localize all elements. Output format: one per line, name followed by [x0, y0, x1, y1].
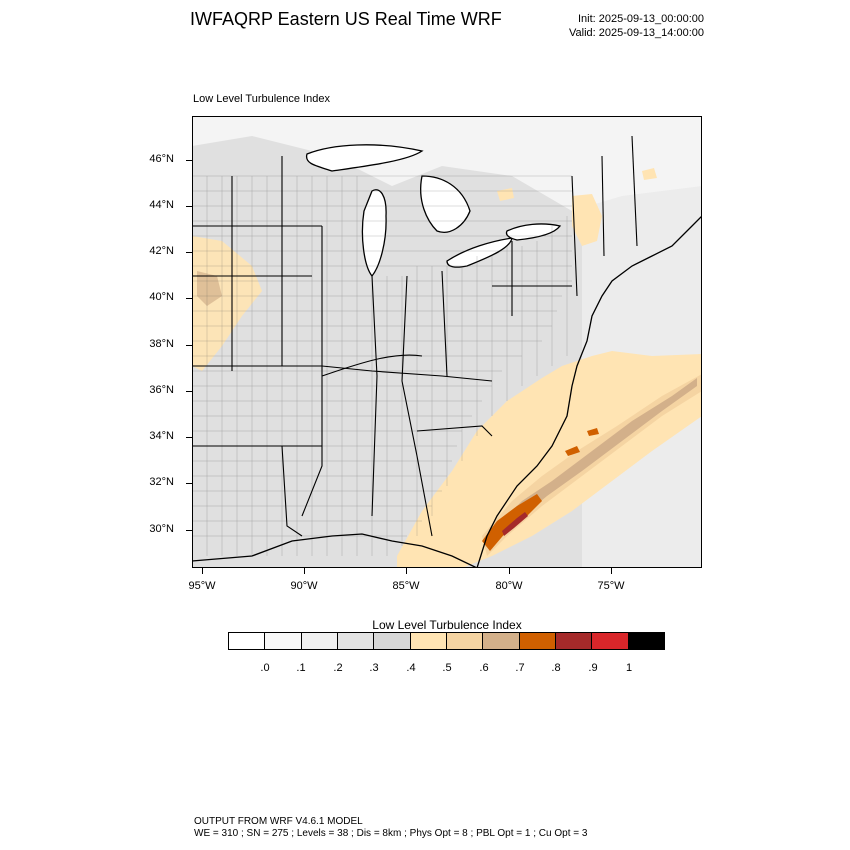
gulf-coastline: [192, 533, 478, 568]
turbulence-patch: [642, 168, 657, 180]
colorbar-cell: [592, 633, 629, 649]
colorbar-label: .8: [551, 662, 561, 674]
lon-label-90: 90°W: [290, 580, 318, 592]
colorbar-cell: [374, 633, 411, 649]
init-time: Init: 2025-09-13_00:00:00: [578, 13, 704, 25]
colorbar-label: 1: [625, 662, 633, 674]
lon-tick: [611, 568, 612, 574]
colorbar-cell: [301, 633, 338, 649]
footer-model-info: OUTPUT FROM WRF V4.6.1 MODEL: [194, 816, 363, 827]
turbulence-southeast-low: [397, 351, 702, 568]
lat-label-46: 46°N: [149, 153, 174, 165]
colorbar-label: .7: [515, 662, 525, 674]
lat-label-36: 36°N: [149, 384, 174, 396]
map-panel: [192, 116, 702, 568]
lat-label-32: 32°N: [149, 476, 174, 488]
colorbar-cell: [265, 633, 302, 649]
turbulence-coastal-mid: [492, 378, 697, 541]
lake-michigan: [361, 189, 387, 278]
lon-tick: [406, 568, 407, 574]
colorbar-cell: [483, 633, 520, 649]
valid-time: Valid: 2025-09-13_14:00:00: [569, 27, 704, 39]
map-canvas: [192, 116, 702, 568]
lon-tick: [202, 568, 203, 574]
lake-superior: [305, 144, 424, 172]
colorbar-cell: [555, 633, 593, 649]
lat-tick: [186, 206, 192, 207]
colorbar-cell: [229, 633, 266, 649]
lat-label-34: 34°N: [149, 430, 174, 442]
field-label: Low Level Turbulence Index: [193, 93, 330, 105]
colorbar-label: .5: [442, 662, 452, 674]
colorbar: [228, 632, 665, 650]
lat-tick: [186, 298, 192, 299]
colorbar-cell: [337, 633, 375, 649]
lat-label-40: 40°N: [149, 291, 174, 303]
lon-label-80: 80°W: [495, 580, 523, 592]
lat-tick: [186, 483, 192, 484]
lon-tick: [509, 568, 510, 574]
colorbar-label: .0: [260, 662, 270, 674]
colorbar-label: .1: [296, 662, 306, 674]
colorbar-label: .6: [479, 662, 489, 674]
lon-label-95: 95°W: [188, 580, 216, 592]
lon-label-85: 85°W: [392, 580, 420, 592]
turbulence-peak: [502, 512, 528, 536]
lat-tick: [186, 345, 192, 346]
colorbar-title: Low Level Turbulence Index: [372, 618, 522, 632]
turbulence-northeast-patch: [572, 194, 602, 246]
colorbar-label: .9: [588, 662, 598, 674]
lat-tick: [186, 437, 192, 438]
lat-label-42: 42°N: [149, 245, 174, 257]
lat-tick: [186, 160, 192, 161]
lon-tick: [304, 568, 305, 574]
turbulence-patch: [565, 446, 580, 456]
lat-label-38: 38°N: [149, 338, 174, 350]
turbulence-patch: [587, 428, 599, 436]
lat-tick: [186, 252, 192, 253]
turbulence-west-mid: [197, 271, 222, 306]
turbulence-west-low: [192, 236, 262, 371]
lake-huron: [420, 175, 471, 233]
colorbar-cell: [446, 633, 484, 649]
state-boundaries: [192, 135, 638, 537]
northern-light-area: [192, 116, 702, 211]
lat-tick: [186, 530, 192, 531]
lon-label-75: 75°W: [597, 580, 625, 592]
colorbar-label: .3: [369, 662, 379, 674]
footer-config-info: WE = 310 ; SN = 275 ; Levels = 38 ; Dis …: [194, 828, 588, 839]
lat-label-30: 30°N: [149, 523, 174, 535]
lake-erie: [446, 237, 513, 268]
lat-label-44: 44°N: [149, 199, 174, 211]
colorbar-label: .4: [406, 662, 416, 674]
turbulence-patch: [497, 188, 514, 201]
colorbar-label: .2: [333, 662, 343, 674]
colorbar-cell: [519, 633, 556, 649]
colorbar-cell: [628, 633, 664, 649]
colorbar-cell: [410, 633, 447, 649]
plot-title: IWFAQRP Eastern US Real Time WRF: [190, 9, 502, 29]
lat-tick: [186, 391, 192, 392]
atlantic-coastline: [476, 215, 702, 568]
